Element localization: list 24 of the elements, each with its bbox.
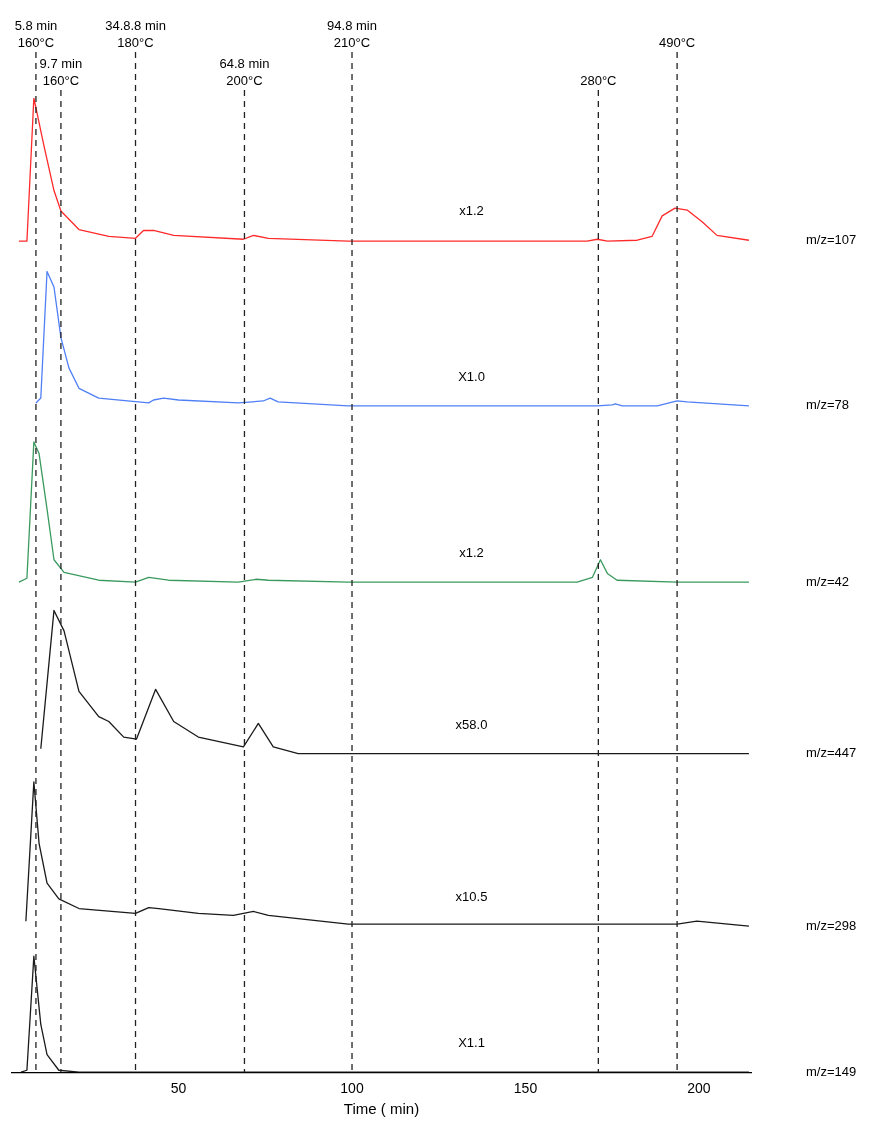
- x-tick-label: 200: [687, 1080, 711, 1097]
- ref-line-label: 34.8.8 min 180°C: [105, 18, 166, 51]
- x-tick-label: 100: [340, 1080, 364, 1097]
- ref-line-label: 94.8 min 210°C: [327, 18, 377, 51]
- ref-line-label: 5.8 min 160°C: [14, 18, 58, 51]
- annotation: x1.2: [459, 203, 484, 219]
- ref-line-label: 64.8 min 200°C: [219, 56, 270, 89]
- text: m/z=107: [806, 231, 857, 247]
- x-tick-label: 50: [170, 1080, 187, 1097]
- text: m/z=149: [806, 1063, 857, 1079]
- text: m/z=447: [806, 745, 857, 761]
- annotation: X1.1: [458, 1035, 485, 1051]
- annotation: x1.2: [459, 545, 484, 561]
- ref-line-label: 9.7 min 160°C: [39, 56, 83, 89]
- text: m/z=298: [806, 917, 857, 933]
- text: m/z=42: [806, 573, 849, 589]
- ref-line-label: 280°C: [580, 73, 617, 89]
- x-axis-title: Time ( min): [343, 1100, 420, 1118]
- annotation: X1.0: [458, 368, 485, 384]
- text: m/z=78: [806, 397, 849, 413]
- annotation: x10.5: [455, 889, 488, 905]
- annotation: x58.0: [455, 716, 488, 732]
- ref-line-label: 490°C: [658, 35, 696, 51]
- x-tick-label: 150: [513, 1080, 538, 1097]
